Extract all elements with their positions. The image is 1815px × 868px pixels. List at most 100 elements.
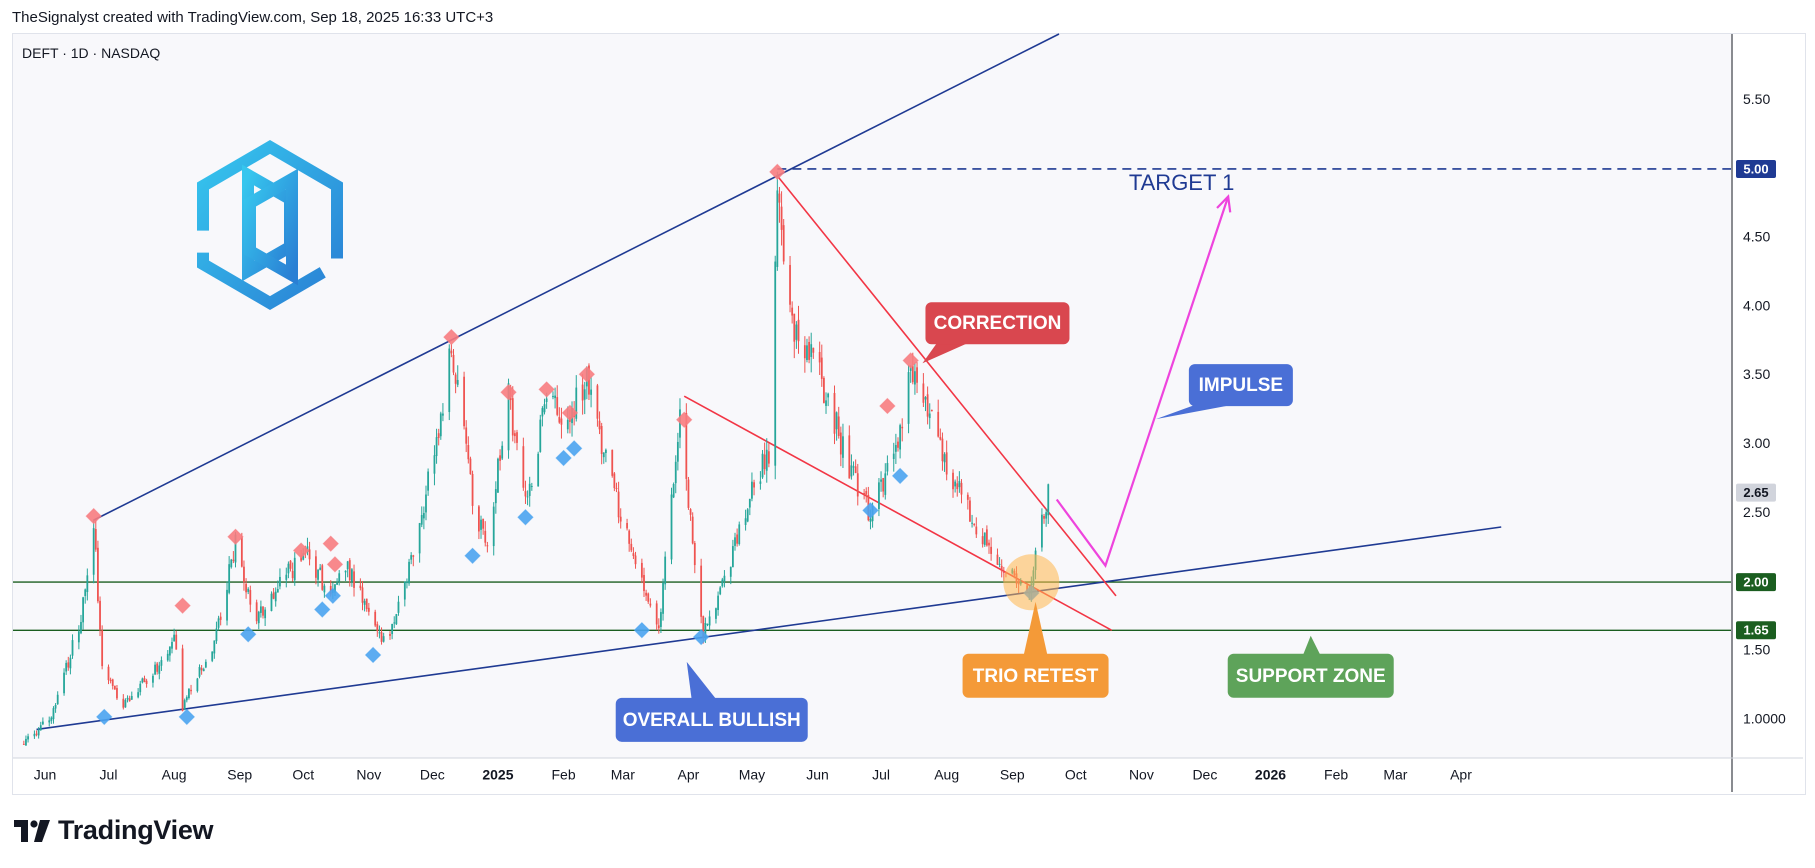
candle-body: [240, 536, 243, 567]
candle-body: [213, 640, 216, 654]
candle-body: [338, 573, 341, 582]
candle-body: [945, 452, 948, 475]
candle-body: [219, 616, 222, 620]
candle-body: [748, 498, 751, 508]
callout-support-zone-tail: [1302, 635, 1321, 656]
candle-body: [952, 472, 954, 490]
candle-body: [63, 672, 65, 694]
candle-body: [262, 606, 264, 616]
candle-body: [878, 482, 880, 510]
candle-body: [539, 419, 542, 452]
price-tag-text: 2.00: [1743, 575, 1768, 590]
candle-body: [897, 441, 899, 448]
candle-body: [647, 593, 650, 602]
candle-body: [524, 491, 527, 497]
candle-body: [930, 409, 933, 412]
candle-body: [842, 436, 844, 458]
candle-body: [215, 628, 218, 642]
candle-body: [886, 463, 889, 472]
candle-body: [22, 743, 25, 745]
candle-body: [166, 653, 169, 661]
candle-body: [171, 642, 173, 649]
swing-low-marker: [891, 467, 909, 485]
callout-impulse-box: [1188, 364, 1293, 407]
time-tick-label: Jul: [100, 767, 118, 783]
candle-body: [552, 395, 554, 398]
candle-body: [894, 445, 897, 452]
swing-high-marker: [227, 528, 244, 545]
candle-body: [619, 516, 622, 522]
candle-body: [662, 582, 664, 614]
candle-body: [818, 351, 821, 363]
candle-body: [958, 481, 961, 488]
candle-body: [412, 555, 415, 557]
candle-body: [145, 680, 148, 684]
candle-body: [39, 725, 42, 731]
candle-body: [452, 354, 455, 373]
swing-high-marker: [322, 535, 339, 552]
candle-body: [810, 344, 813, 357]
candle-body: [513, 433, 516, 437]
candle-body: [924, 397, 927, 400]
candle-body: [437, 433, 440, 439]
callout-trio-retest-box: [962, 653, 1109, 698]
candle-body: [632, 553, 635, 556]
candle-body: [943, 454, 946, 463]
plot-area[interactable]: [13, 34, 1731, 758]
swing-low-marker: [464, 547, 481, 565]
candle-body: [753, 482, 755, 488]
candle-body: [156, 663, 159, 672]
candle-body: [640, 562, 643, 578]
retest-highlight-circle: [1003, 554, 1060, 611]
candle-body: [975, 526, 978, 535]
candle-body: [228, 564, 231, 593]
candle-body: [617, 491, 620, 518]
candle-body: [374, 611, 377, 626]
candle-body: [717, 595, 719, 611]
candle-body: [774, 261, 777, 466]
candle-body: [52, 708, 55, 720]
candle-body: [522, 446, 525, 488]
candle-body: [336, 582, 338, 585]
candle-body: [499, 455, 501, 461]
candle-body: [655, 603, 658, 625]
candle-body: [418, 523, 421, 554]
candle-body: [486, 545, 489, 547]
tradingview-brand[interactable]: TradingView: [14, 815, 214, 846]
candle-body: [484, 530, 487, 543]
candle-body: [395, 614, 398, 625]
candle-body: [541, 408, 544, 417]
candle-body: [664, 556, 667, 585]
candle-body: [583, 389, 586, 400]
swing-high-marker: [578, 366, 596, 383]
candle-body: [143, 678, 146, 683]
price-tick-label: 2.50: [1743, 504, 1770, 520]
candle-body: [998, 563, 1001, 565]
time-tick-label: Nov: [356, 767, 381, 783]
candle-body: [471, 473, 474, 506]
candle-body: [109, 679, 112, 682]
candle-body: [454, 374, 457, 384]
candle-body: [833, 392, 836, 434]
last-price-tag: [1736, 483, 1776, 502]
swing-low-marker: [692, 628, 710, 646]
candle-body: [911, 366, 914, 383]
candle-body: [554, 395, 556, 399]
candle-body: [988, 542, 990, 546]
upper-channel-line: [93, 33, 1060, 521]
candle-body: [137, 692, 140, 698]
candle-body: [308, 549, 311, 560]
swing-high-marker: [292, 542, 310, 559]
time-tick-label: Dec: [1192, 767, 1217, 783]
candle-body: [279, 576, 281, 587]
price-tick-label: 3.50: [1743, 366, 1770, 382]
swing-high-marker: [85, 507, 102, 525]
time-tick-label: Feb: [552, 767, 576, 783]
candle-body: [1002, 571, 1005, 573]
candle-body: [901, 426, 904, 429]
candle-body: [715, 608, 717, 619]
candle-body: [33, 733, 36, 737]
candle-body: [152, 675, 154, 683]
hexagon-chain-logo: [197, 140, 343, 310]
